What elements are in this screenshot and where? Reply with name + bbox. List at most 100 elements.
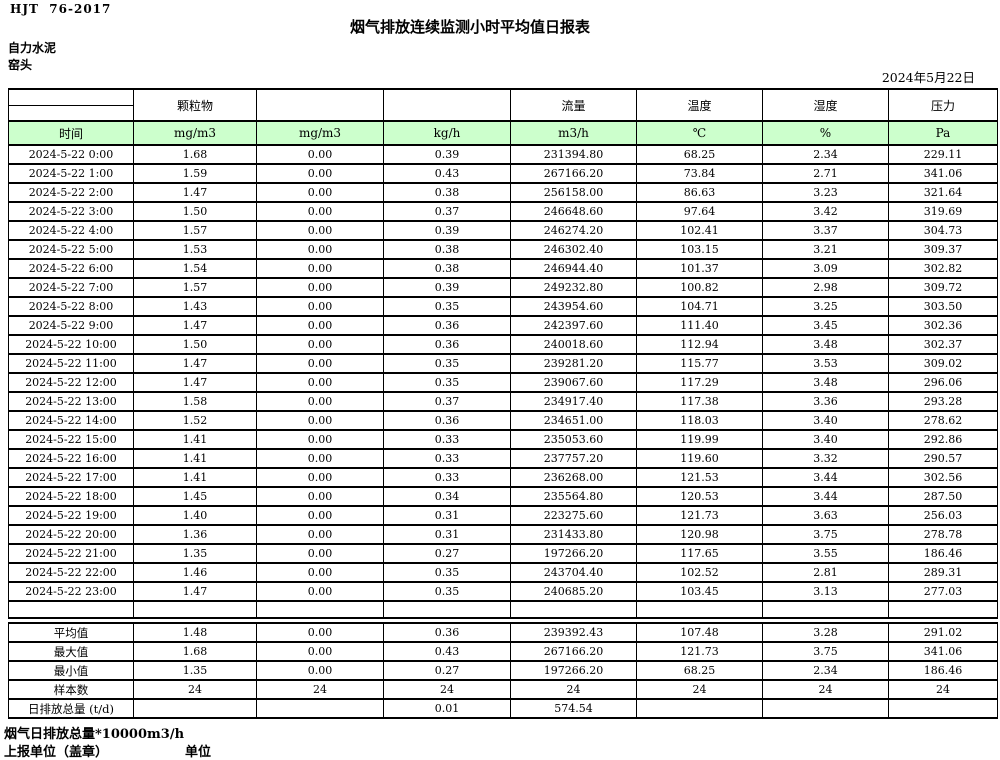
value-cell: 197266.20 [510,660,637,681]
empty-cell [133,600,257,619]
summary-row: 平均值 1.48 0.00 0.36 239392.43 107.48 3.28 291.02 [8,622,998,643]
table-row: 2024-5-22 10:00 1.50 0.00 0.36 240018.60 112.… [8,334,998,355]
time-cell: 2024-5-22 2:00 [8,182,134,203]
summary-label: 最小值 [8,660,134,681]
time-cell: 2024-5-22 14:00 [8,410,134,431]
value-cell: 0.00 [256,429,384,450]
value-cell: 0.33 [383,467,511,488]
unit-header: kg/h [383,120,511,146]
value-cell: 0.35 [383,372,511,393]
value-cell: 309.72 [888,277,998,298]
value-cell: 115.77 [636,353,763,374]
value-cell: 111.40 [636,315,763,336]
value-cell: 1.35 [133,660,257,681]
value-cell: 3.44 [762,467,889,488]
value-cell: 0.00 [256,622,384,643]
value-cell: 0.38 [383,258,511,279]
value-cell: 3.23 [762,182,889,203]
table-row: 2024-5-22 2:00 1.47 0.00 0.38 256158.00 86.63… [8,182,998,203]
time-cell: 2024-5-22 12:00 [8,372,134,393]
value-cell: 309.37 [888,239,998,260]
value-cell: 256158.00 [510,182,637,203]
time-cell: 2024-5-22 22:00 [8,562,134,583]
value-cell: 0.00 [256,163,384,184]
unit-header: ℃ [636,120,763,146]
empty-cell [888,600,998,619]
value-cell: 1.47 [133,315,257,336]
group-header-row: 颗粒物 流量 温度 湿度 压力 [8,88,998,122]
value-cell: 3.21 [762,239,889,260]
corner-cell-top [8,88,134,106]
value-cell: 302.56 [888,467,998,488]
value-cell: 341.06 [888,641,998,662]
value-cell: 0.36 [383,410,511,431]
value-cell: 239067.60 [510,372,637,393]
value-cell: 68.25 [636,144,763,165]
value-cell: 0.00 [256,641,384,662]
table-row: 2024-5-22 17:00 1.41 0.00 0.33 236268.00 121.… [8,467,998,488]
time-cell: 2024-5-22 13:00 [8,391,134,412]
value-cell: 287.50 [888,486,998,507]
value-cell: 0.36 [383,315,511,336]
value-cell: 0.39 [383,277,511,298]
value-cell: 0.01 [383,698,511,719]
value-cell: 1.54 [133,258,257,279]
value-cell: 0.37 [383,201,511,222]
corner-cell-bottom [8,104,134,122]
time-cell: 2024-5-22 9:00 [8,315,134,336]
value-cell: 3.36 [762,391,889,412]
value-cell: 112.94 [636,334,763,355]
value-cell: 249232.80 [510,277,637,298]
value-cell: 1.57 [133,277,257,298]
value-cell: 103.45 [636,581,763,602]
column-group-header: 温度 [636,88,763,122]
value-cell: 2.81 [762,562,889,583]
time-cell: 2024-5-22 10:00 [8,334,134,355]
value-cell: 293.28 [888,391,998,412]
time-cell: 2024-5-22 18:00 [8,486,134,507]
time-cell: 2024-5-22 21:00 [8,543,134,564]
value-cell: 1.50 [133,201,257,222]
table-row: 2024-5-22 6:00 1.54 0.00 0.38 246944.40 101.3… [8,258,998,279]
value-cell: 24 [510,679,637,700]
value-cell: 0.38 [383,239,511,260]
table-row: 2024-5-22 11:00 1.47 0.00 0.35 239281.20 115.… [8,353,998,374]
summary-label: 日排放总量 (t/d) [8,698,134,719]
value-cell: 1.41 [133,429,257,450]
time-cell: 2024-5-22 1:00 [8,163,134,184]
value-cell: 0.00 [256,581,384,602]
empty-cell [636,600,763,619]
time-column-header: 时间 [8,120,134,146]
value-cell: 0.00 [256,543,384,564]
value-cell: 121.73 [636,641,763,662]
unit-header: Pa [888,120,998,146]
value-cell: 3.13 [762,581,889,602]
value-cell: 0.33 [383,448,511,469]
value-cell: 1.41 [133,448,257,469]
value-cell: 1.43 [133,296,257,317]
value-cell: 120.53 [636,486,763,507]
time-cell: 2024-5-22 23:00 [8,581,134,602]
value-cell: 24 [762,679,889,700]
table-row: 2024-5-22 13:00 1.58 0.00 0.37 234917.40 117.… [8,391,998,412]
value-cell: 0.39 [383,144,511,165]
value-cell: 1.41 [133,467,257,488]
value-cell: 1.68 [133,641,257,662]
value-cell: 2.34 [762,660,889,681]
value-cell: 246302.40 [510,239,637,260]
table-row: 2024-5-22 12:00 1.47 0.00 0.35 239067.60 117.… [8,372,998,393]
value-cell: 290.57 [888,448,998,469]
value-cell: 0.35 [383,353,511,374]
value-cell: 278.62 [888,410,998,431]
value-cell: 3.55 [762,543,889,564]
value-cell: 121.53 [636,467,763,488]
value-cell: 0.35 [383,581,511,602]
value-cell: 574.54 [510,698,637,719]
value-cell: 256.03 [888,505,998,526]
unit-header-row: 时间 mg/m3 mg/m3 kg/h m3/h ℃% Pa [8,120,998,146]
value-cell: 242397.60 [510,315,637,336]
value-cell: 234651.00 [510,410,637,431]
value-cell: 1.53 [133,239,257,260]
value-cell: 3.09 [762,258,889,279]
value-cell: 3.25 [762,296,889,317]
